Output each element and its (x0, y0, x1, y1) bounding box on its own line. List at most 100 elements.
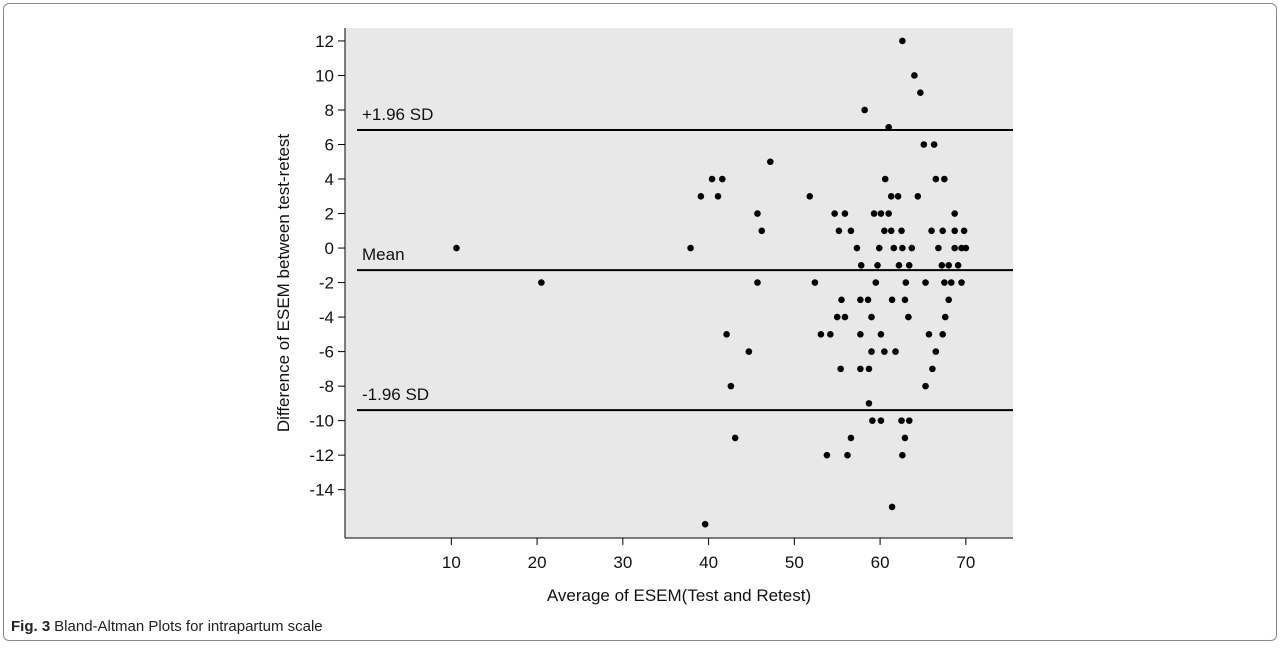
data-point (453, 244, 460, 252)
data-point (932, 348, 940, 355)
plot-background (345, 28, 1013, 538)
data-point (890, 244, 898, 252)
data-point (754, 279, 761, 286)
data-point (941, 175, 948, 183)
y-tick-label: 10 (315, 66, 334, 85)
data-point (723, 331, 730, 338)
data-point (914, 192, 922, 200)
data-point (869, 417, 876, 424)
data-point (865, 365, 873, 373)
chart: -14 -12 -10 -8 -6 -4 -2 0 2 4 6 8 10 12 10 20 30 40 50 60 70… (274, 28, 1013, 605)
data-point (811, 279, 819, 286)
data-point (920, 141, 928, 148)
data-point (935, 244, 942, 252)
data-point (837, 365, 844, 373)
data-point (767, 158, 774, 166)
caption-text: Bland-Altman Plots for intrapartum scale (54, 618, 323, 635)
data-point (838, 296, 845, 304)
data-point (847, 227, 855, 235)
data-point (899, 451, 906, 459)
x-tick-label: 50 (785, 553, 804, 572)
data-point (853, 244, 861, 252)
data-point (847, 434, 855, 442)
data-point (947, 279, 955, 286)
y-tick-label: 4 (325, 170, 334, 189)
reference-label: +1.96 SD (362, 105, 433, 124)
data-point (687, 244, 694, 252)
data-point (888, 503, 896, 511)
data-point (911, 72, 918, 79)
y-tick-label: 8 (325, 101, 334, 120)
data-point (925, 331, 933, 338)
data-point (833, 313, 841, 321)
data-point (719, 175, 726, 183)
data-point (898, 417, 905, 424)
y-tick-label: 2 (325, 205, 334, 224)
data-point (885, 123, 892, 131)
data-point (930, 141, 938, 148)
data-point (701, 520, 709, 528)
data-point (841, 313, 849, 321)
y-tick-label: -10 (309, 412, 334, 431)
data-point (875, 244, 883, 252)
reference-label: -1.96 SD (362, 385, 429, 404)
data-point (905, 417, 913, 424)
data-point (881, 227, 888, 235)
data-point (928, 227, 935, 235)
data-point (817, 331, 825, 338)
data-point (899, 244, 906, 252)
data-point (857, 296, 864, 304)
data-point (806, 192, 814, 200)
data-point (941, 313, 949, 321)
y-tick-label: -2 (319, 274, 334, 293)
data-point (844, 451, 851, 459)
data-point (731, 434, 739, 442)
data-point (954, 262, 962, 269)
data-point (857, 262, 865, 269)
data-point (831, 210, 838, 217)
data-point (892, 348, 899, 355)
data-point (874, 262, 881, 269)
data-point (538, 279, 545, 286)
y-tick-label: 6 (325, 135, 334, 154)
caption: Fig. 3 Bland-Altman Plots for intrapartum… (11, 618, 323, 635)
data-point (758, 227, 766, 235)
data-point (714, 192, 722, 200)
data-point (951, 210, 958, 217)
data-point (945, 262, 952, 269)
y-tick-label: -6 (319, 343, 334, 362)
y-axis-label: Difference of ESEM between test-retest (274, 134, 293, 433)
data-point (951, 227, 958, 235)
data-point (917, 89, 924, 97)
data-point (899, 37, 906, 45)
data-point (745, 348, 753, 355)
data-point (908, 244, 916, 252)
x-tick-label: 60 (871, 553, 890, 572)
data-point (864, 296, 872, 304)
data-point (877, 210, 885, 217)
x-tick-label: 70 (956, 553, 975, 572)
data-point (727, 382, 735, 390)
data-point (929, 365, 936, 373)
x-tick-label: 30 (613, 553, 632, 572)
y-tick-label: -4 (319, 308, 334, 327)
data-point (905, 313, 912, 321)
reference-label: Mean (362, 245, 405, 264)
x-tick-label: 10 (442, 553, 461, 572)
data-point (885, 210, 892, 217)
data-point (941, 279, 948, 286)
data-point (877, 331, 885, 338)
data-point (932, 175, 940, 183)
data-point (939, 331, 946, 338)
data-point (888, 296, 896, 304)
data-point (901, 296, 909, 304)
caption-label: Fig. 3 (11, 618, 51, 635)
data-point (887, 227, 895, 235)
data-point (887, 192, 895, 200)
data-point (894, 192, 902, 200)
data-point (697, 192, 705, 200)
data-point (895, 262, 903, 269)
y-tick-label: -14 (309, 481, 334, 500)
data-point (902, 279, 910, 286)
data-point (857, 331, 864, 338)
